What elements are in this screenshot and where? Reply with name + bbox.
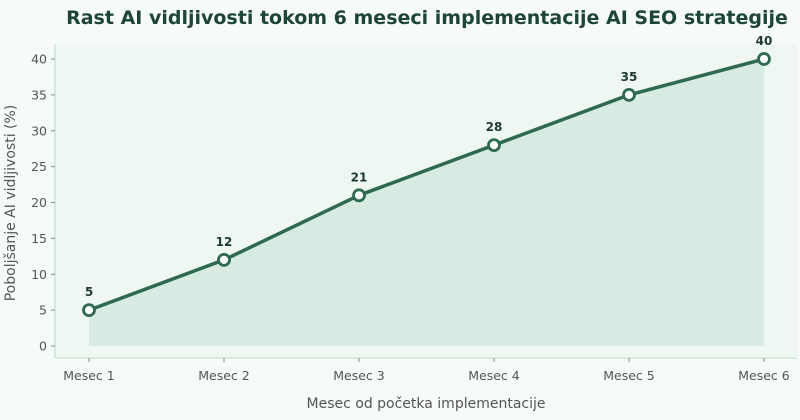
data-point	[757, 52, 771, 66]
data-label: 5	[85, 285, 93, 299]
y-tick-label: 30	[31, 123, 47, 138]
data-point	[622, 87, 636, 102]
data-label: 28	[486, 120, 503, 134]
y-axis-label: Poboljšanje AI vidljivosti (%)	[3, 105, 19, 302]
area-fill	[89, 59, 764, 346]
y-tick-label: 0	[39, 339, 47, 354]
y-tick-label: 25	[31, 159, 47, 174]
x-tick-label: Mesec 3	[333, 368, 384, 383]
data-label: 35	[621, 70, 638, 84]
data-point	[217, 252, 231, 267]
data-point	[487, 138, 501, 153]
x-tick-label: Mesec 6	[738, 368, 790, 383]
y-tick-label: 35	[31, 87, 47, 102]
y-tick-label: 10	[31, 267, 47, 282]
area-layer	[89, 59, 764, 346]
series-layer: 5 12 21 28 35 40	[82, 34, 773, 318]
data-point	[82, 303, 96, 318]
data-label: 12	[216, 235, 233, 249]
data-label: 40	[756, 34, 773, 48]
y-ticks: 0 5 10 15 20 25 30 35 40	[31, 52, 55, 354]
x-axis-label: Mesec od početka implementacije	[307, 396, 546, 412]
data-label: 21	[351, 170, 368, 184]
chart-title: Rast AI vidljivosti tokom 6 meseci imple…	[66, 7, 788, 29]
y-tick-label: 20	[31, 195, 47, 210]
x-tick-label: Mesec 2	[198, 368, 249, 383]
x-ticks: Mesec 1 Mesec 2 Mesec 3 Mesec 4 Mesec 5 Mesec…	[63, 358, 790, 383]
series-line	[87, 57, 766, 312]
y-tick-label: 40	[31, 52, 47, 67]
y-tick-label: 15	[31, 231, 47, 246]
data-point	[352, 188, 366, 203]
x-tick-label: Mesec 1	[63, 368, 114, 383]
x-tick-label: Mesec 5	[603, 368, 654, 383]
y-tick-label: 5	[39, 303, 47, 318]
x-tick-label: Mesec 4	[468, 368, 520, 383]
